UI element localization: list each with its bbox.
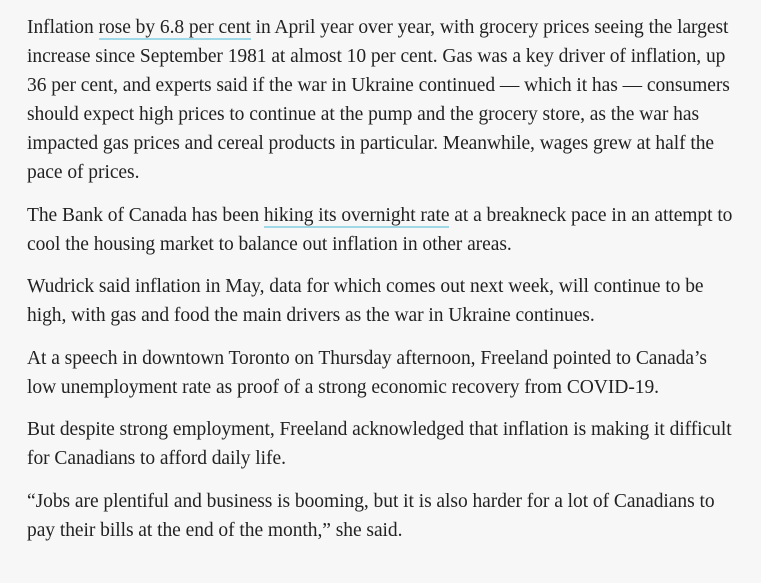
link-rose-by-6-8-per-cent[interactable]: rose by 6.8 per cent: [98, 17, 251, 40]
paragraph-wudrick: Wudrick said inflation in May, data for …: [27, 272, 734, 330]
paragraph-text: But despite strong employment, Freeland …: [27, 419, 732, 469]
article-body: Inflation rose by 6.8 per cent in April …: [27, 13, 734, 545]
paragraph-bank-of-canada: The Bank of Canada has been hiking its o…: [27, 201, 734, 259]
paragraph-freeland-speech: At a speech in downtown Toronto on Thurs…: [27, 344, 734, 402]
paragraph-text: Wudrick said inflation in May, data for …: [27, 276, 704, 326]
paragraph-text: At a speech in downtown Toronto on Thurs…: [27, 347, 707, 398]
paragraph-quote: “Jobs are plentiful and business is boom…: [27, 487, 734, 545]
paragraph-text: The Bank of Canada has been: [27, 204, 264, 226]
paragraph-employment: But despite strong employment, Freeland …: [27, 415, 734, 473]
paragraph-text: in April year over year, with grocery pr…: [27, 17, 730, 183]
paragraph-inflation: Inflation rose by 6.8 per cent in April …: [27, 13, 734, 187]
paragraph-text: Inflation: [27, 17, 99, 38]
link-hiking-overnight-rate[interactable]: hiking its overnight rate: [263, 204, 450, 228]
paragraph-text: “Jobs are plentiful and business is boom…: [27, 490, 715, 541]
paragraph-text: at a breakneck pace in an attempt to coo…: [27, 204, 733, 255]
